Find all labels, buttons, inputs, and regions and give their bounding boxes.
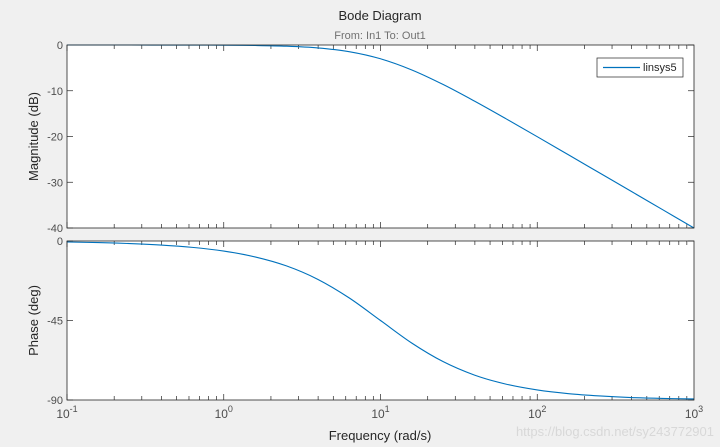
- x-tick-exp: 1: [385, 404, 390, 414]
- panel-phase: 0 -45 -90 Phase (deg): [26, 236, 695, 407]
- x-tick-label: 101: [371, 404, 389, 421]
- y-axis-label: Magnitude (dB): [26, 92, 41, 181]
- x-tick-label: 102: [528, 404, 546, 421]
- legend-label: linsys5: [643, 62, 677, 74]
- x-tick-base: 10: [371, 407, 385, 421]
- y-tick-label: 0: [57, 236, 63, 248]
- plot-frame: [66, 44, 695, 229]
- plot-frame: [66, 240, 695, 401]
- x-tick-exp: -1: [70, 404, 78, 414]
- legend: linsys5: [596, 57, 684, 78]
- panel-magnitude: 0 -10 -20 -30 -40 Magnitude (dB): [26, 40, 695, 235]
- y-tick-label: 0: [57, 40, 63, 52]
- chart-title: Bode Diagram: [338, 8, 421, 23]
- y-tick-label: -90: [47, 395, 63, 407]
- y-tick-label: -40: [47, 223, 63, 235]
- x-tick-base: 10: [56, 407, 70, 421]
- x-tick-label: 100: [215, 404, 233, 421]
- x-axis-label: Frequency (rad/s): [329, 428, 432, 443]
- series-line-linsys5: [66, 241, 695, 400]
- x-tick-base: 10: [685, 407, 699, 421]
- x-tick-base: 10: [528, 407, 542, 421]
- watermark: https://blog.csdn.net/sy243772901: [515, 424, 714, 439]
- y-tick-label: -30: [47, 177, 63, 189]
- x-tick-exp: 2: [541, 404, 546, 414]
- plot-area: [67, 45, 694, 228]
- x-tick-label: 103: [685, 404, 703, 421]
- x-tick-label: 10-1: [56, 404, 77, 421]
- chart-subtitle: From: In1 To: Out1: [334, 30, 426, 42]
- y-axis-label: Phase (deg): [26, 285, 41, 356]
- y-tick-label: -45: [47, 316, 63, 328]
- y-tick-label: -20: [47, 132, 63, 144]
- x-tick-base: 10: [215, 407, 229, 421]
- x-tick-exp: 0: [228, 404, 233, 414]
- y-tick-label: -10: [47, 86, 63, 98]
- x-tick-exp: 3: [698, 404, 703, 414]
